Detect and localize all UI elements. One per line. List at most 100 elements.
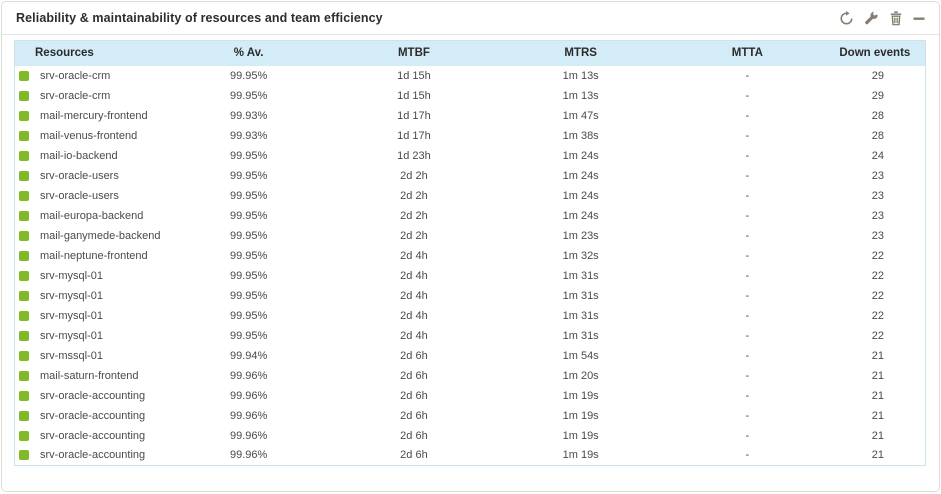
table-row: srv-oracle-users 99.95% 2d 2h 1m 24s - 2…: [14, 165, 926, 186]
status-ok-icon: [19, 290, 29, 301]
availability-cell: 99.96%: [166, 385, 331, 406]
down-events-cell: 24: [830, 145, 926, 166]
down-events-cell: 22: [830, 265, 926, 286]
mtbf-cell: 1d 15h: [330, 65, 498, 86]
resource-cell: srv-mysql-01: [14, 325, 167, 346]
resource-cell: mail-io-backend: [14, 145, 167, 166]
availability-cell: 99.95%: [166, 285, 331, 306]
mtta-cell: -: [664, 245, 831, 266]
mtbf-cell: 2d 4h: [330, 265, 498, 286]
status-ok-icon: [19, 390, 29, 401]
resource-cell: mail-neptune-frontend: [14, 245, 167, 266]
column-header-resources: Resources: [14, 40, 167, 66]
down-events-cell: 29: [830, 65, 926, 86]
availability-cell: 99.95%: [166, 245, 331, 266]
table-row: srv-mysql-01 99.95% 2d 4h 1m 31s - 22: [14, 285, 926, 306]
mtbf-cell: 2d 6h: [330, 365, 498, 386]
down-events-cell: 22: [830, 245, 926, 266]
resource-name: mail-ganymede-backend: [40, 229, 161, 242]
widget-header: Reliability & maintainability of resourc…: [2, 2, 939, 35]
table-row: srv-oracle-accounting 99.96% 2d 6h 1m 19…: [14, 385, 926, 406]
resource-cell: srv-mysql-01: [14, 265, 167, 286]
status-ok-icon: [19, 90, 29, 101]
mtbf-cell: 2d 4h: [330, 285, 498, 306]
resource-name: mail-mercury-frontend: [40, 109, 148, 122]
resource-cell: srv-mysql-01: [14, 285, 167, 306]
availability-cell: 99.93%: [166, 105, 331, 126]
table-row: mail-venus-frontend 99.93% 1d 17h 1m 38s…: [14, 125, 926, 146]
down-events-cell: 22: [830, 325, 926, 346]
table-row: srv-mysql-01 99.95% 2d 4h 1m 31s - 22: [14, 305, 926, 326]
availability-cell: 99.93%: [166, 125, 331, 146]
availability-cell: 99.94%: [166, 345, 331, 366]
mtrs-cell: 1m 13s: [497, 65, 664, 86]
availability-cell: 99.95%: [166, 325, 331, 346]
resource-cell: mail-ganymede-backend: [14, 225, 167, 246]
down-events-cell: 21: [830, 365, 926, 386]
resource-name: mail-venus-frontend: [40, 129, 138, 142]
mtrs-cell: 1m 24s: [497, 145, 664, 166]
mtrs-cell: 1m 19s: [497, 385, 664, 406]
mtta-cell: -: [664, 65, 831, 86]
availability-cell: 99.95%: [166, 185, 331, 206]
down-events-cell: 23: [830, 165, 926, 186]
mtta-cell: -: [664, 165, 831, 186]
report-table-wrap: Resources % Av. MTBF MTRS MTTA Down even…: [14, 40, 926, 466]
collapse-icon[interactable]: [913, 11, 925, 26]
mtrs-cell: 1m 24s: [497, 205, 664, 226]
availability-cell: 99.95%: [166, 265, 331, 286]
trash-icon[interactable]: [889, 10, 903, 26]
mtta-cell: -: [664, 125, 831, 146]
mtrs-cell: 1m 24s: [497, 165, 664, 186]
mtta-cell: -: [664, 405, 831, 426]
mtta-cell: -: [664, 385, 831, 406]
resource-cell: srv-mysql-01: [14, 305, 167, 326]
mtrs-cell: 1m 54s: [497, 345, 664, 366]
widget-toolbar: [839, 10, 925, 26]
mtbf-cell: 2d 2h: [330, 165, 498, 186]
down-events-cell: 22: [830, 285, 926, 306]
refresh-icon[interactable]: [839, 10, 854, 26]
availability-cell: 99.96%: [166, 405, 331, 426]
mtbf-cell: 2d 2h: [330, 205, 498, 226]
mtrs-cell: 1m 38s: [497, 125, 664, 146]
down-events-cell: 21: [830, 405, 926, 426]
reliability-table: Resources % Av. MTBF MTRS MTTA Down even…: [14, 40, 926, 466]
resource-cell: srv-oracle-users: [14, 185, 167, 206]
mtta-cell: -: [664, 425, 831, 446]
mtta-cell: -: [664, 85, 831, 106]
wrench-icon[interactable]: [864, 11, 879, 26]
availability-cell: 99.96%: [166, 445, 331, 466]
column-header-mtta: MTTA: [664, 40, 831, 66]
mtrs-cell: 1m 19s: [497, 445, 664, 466]
column-header-down-events: Down events: [830, 40, 926, 66]
resource-cell: srv-oracle-accounting: [14, 405, 167, 426]
resource-name: srv-mysql-01: [40, 269, 103, 282]
mtbf-cell: 1d 17h: [330, 105, 498, 126]
mtta-cell: -: [664, 225, 831, 246]
table-row: mail-io-backend 99.95% 1d 23h 1m 24s - 2…: [14, 145, 926, 166]
down-events-cell: 21: [830, 425, 926, 446]
status-ok-icon: [19, 410, 29, 421]
mtta-cell: -: [664, 325, 831, 346]
resource-cell: srv-oracle-crm: [14, 65, 167, 86]
mtbf-cell: 2d 6h: [330, 405, 498, 426]
status-ok-icon: [19, 210, 29, 221]
mtrs-cell: 1m 31s: [497, 265, 664, 286]
widget-title: Reliability & maintainability of resourc…: [16, 11, 383, 25]
resource-cell: mail-saturn-frontend: [14, 365, 167, 386]
mtbf-cell: 2d 4h: [330, 245, 498, 266]
resource-name: srv-mysql-01: [40, 329, 103, 342]
table-row: srv-mysql-01 99.95% 2d 4h 1m 31s - 22: [14, 325, 926, 346]
table-row: srv-mysql-01 99.95% 2d 4h 1m 31s - 22: [14, 265, 926, 286]
column-header-mtrs: MTRS: [497, 40, 664, 66]
status-ok-icon: [19, 130, 29, 141]
mtbf-cell: 2d 4h: [330, 305, 498, 326]
availability-cell: 99.95%: [166, 305, 331, 326]
resource-name: srv-oracle-accounting: [40, 449, 146, 462]
availability-cell: 99.96%: [166, 365, 331, 386]
resource-cell: mail-mercury-frontend: [14, 105, 167, 126]
down-events-cell: 23: [830, 185, 926, 206]
resource-name: srv-oracle-accounting: [40, 389, 146, 402]
